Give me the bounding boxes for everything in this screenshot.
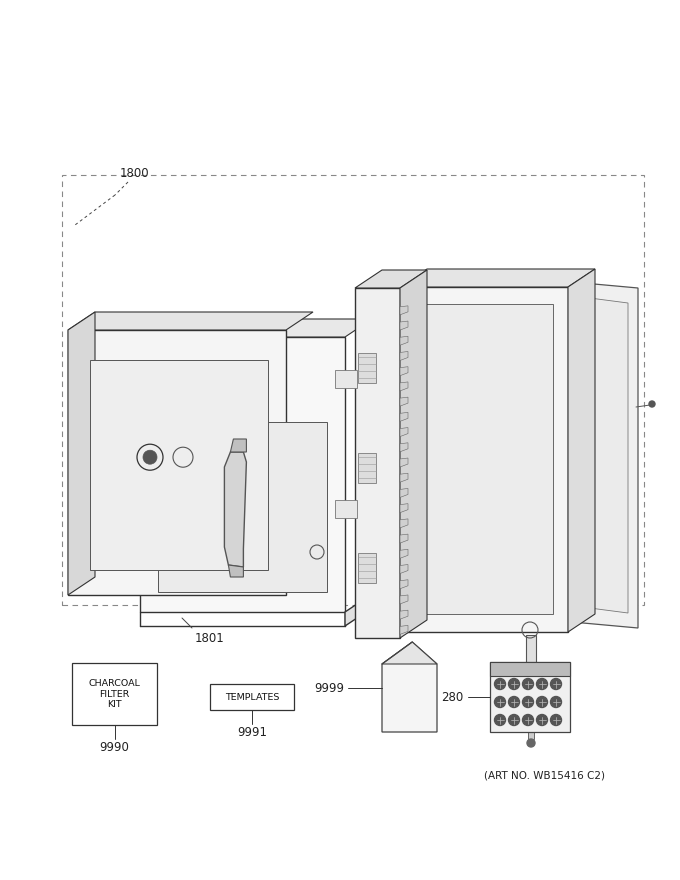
Polygon shape	[224, 452, 246, 567]
Circle shape	[522, 696, 534, 708]
Polygon shape	[400, 413, 408, 422]
Bar	[210, 684, 294, 710]
Polygon shape	[400, 488, 408, 497]
Polygon shape	[140, 319, 372, 337]
Polygon shape	[68, 312, 95, 595]
Text: 9991: 9991	[237, 726, 267, 739]
Polygon shape	[400, 428, 408, 436]
Circle shape	[551, 696, 562, 708]
Bar	[140, 337, 345, 612]
Circle shape	[494, 678, 505, 690]
Text: 9990: 9990	[99, 741, 129, 754]
Bar	[335, 500, 357, 518]
Polygon shape	[231, 439, 246, 452]
Text: (ART NO. WB15416 C2): (ART NO. WB15416 C2)	[484, 770, 605, 780]
Bar	[335, 370, 357, 388]
Bar	[490, 662, 570, 676]
Polygon shape	[400, 534, 408, 543]
Circle shape	[537, 715, 547, 725]
Polygon shape	[582, 297, 628, 613]
Polygon shape	[345, 594, 372, 626]
Circle shape	[522, 678, 534, 690]
Bar	[415, 304, 553, 614]
Polygon shape	[68, 312, 313, 330]
Bar	[355, 288, 400, 638]
Bar	[62, 175, 644, 605]
Polygon shape	[400, 580, 408, 589]
Circle shape	[537, 678, 547, 690]
Circle shape	[143, 451, 157, 465]
Text: 280: 280	[441, 691, 463, 703]
Bar	[358, 353, 376, 383]
Polygon shape	[400, 321, 408, 330]
Polygon shape	[400, 270, 427, 638]
Polygon shape	[572, 282, 638, 628]
Circle shape	[522, 715, 534, 725]
Bar	[526, 635, 536, 715]
Bar	[68, 330, 286, 595]
Circle shape	[509, 715, 520, 725]
Polygon shape	[400, 458, 408, 467]
Polygon shape	[568, 269, 595, 632]
Polygon shape	[400, 610, 408, 620]
Bar	[528, 727, 534, 739]
Bar	[400, 287, 568, 632]
Polygon shape	[400, 367, 408, 376]
Polygon shape	[400, 595, 408, 604]
Circle shape	[537, 696, 547, 708]
Bar	[358, 453, 376, 483]
Polygon shape	[400, 443, 408, 451]
Polygon shape	[382, 642, 437, 732]
Text: TEMPLATES: TEMPLATES	[225, 693, 279, 701]
Bar	[158, 422, 327, 592]
Polygon shape	[382, 642, 437, 664]
Polygon shape	[400, 549, 408, 558]
Circle shape	[551, 678, 562, 690]
Text: 1801: 1801	[195, 632, 225, 645]
Polygon shape	[400, 565, 408, 574]
Polygon shape	[400, 269, 595, 287]
Polygon shape	[228, 565, 243, 577]
Polygon shape	[355, 270, 427, 288]
Text: 9999: 9999	[314, 681, 344, 694]
Circle shape	[494, 696, 505, 708]
Polygon shape	[400, 397, 408, 407]
Bar	[358, 553, 376, 583]
Bar	[72, 663, 157, 725]
Polygon shape	[400, 503, 408, 513]
Circle shape	[509, 678, 520, 690]
Circle shape	[509, 696, 520, 708]
Circle shape	[494, 715, 505, 725]
Polygon shape	[400, 351, 408, 361]
Polygon shape	[400, 382, 408, 391]
Polygon shape	[400, 519, 408, 528]
Bar	[490, 662, 570, 732]
Polygon shape	[400, 473, 408, 482]
Text: CHARCOAL
FILTER
KIT: CHARCOAL FILTER KIT	[88, 679, 141, 709]
Polygon shape	[400, 336, 408, 345]
Circle shape	[649, 401, 655, 407]
Text: 1800: 1800	[120, 167, 150, 180]
Circle shape	[527, 739, 535, 747]
Bar	[90, 360, 268, 570]
Polygon shape	[400, 306, 408, 315]
Polygon shape	[400, 626, 408, 634]
Circle shape	[551, 715, 562, 725]
